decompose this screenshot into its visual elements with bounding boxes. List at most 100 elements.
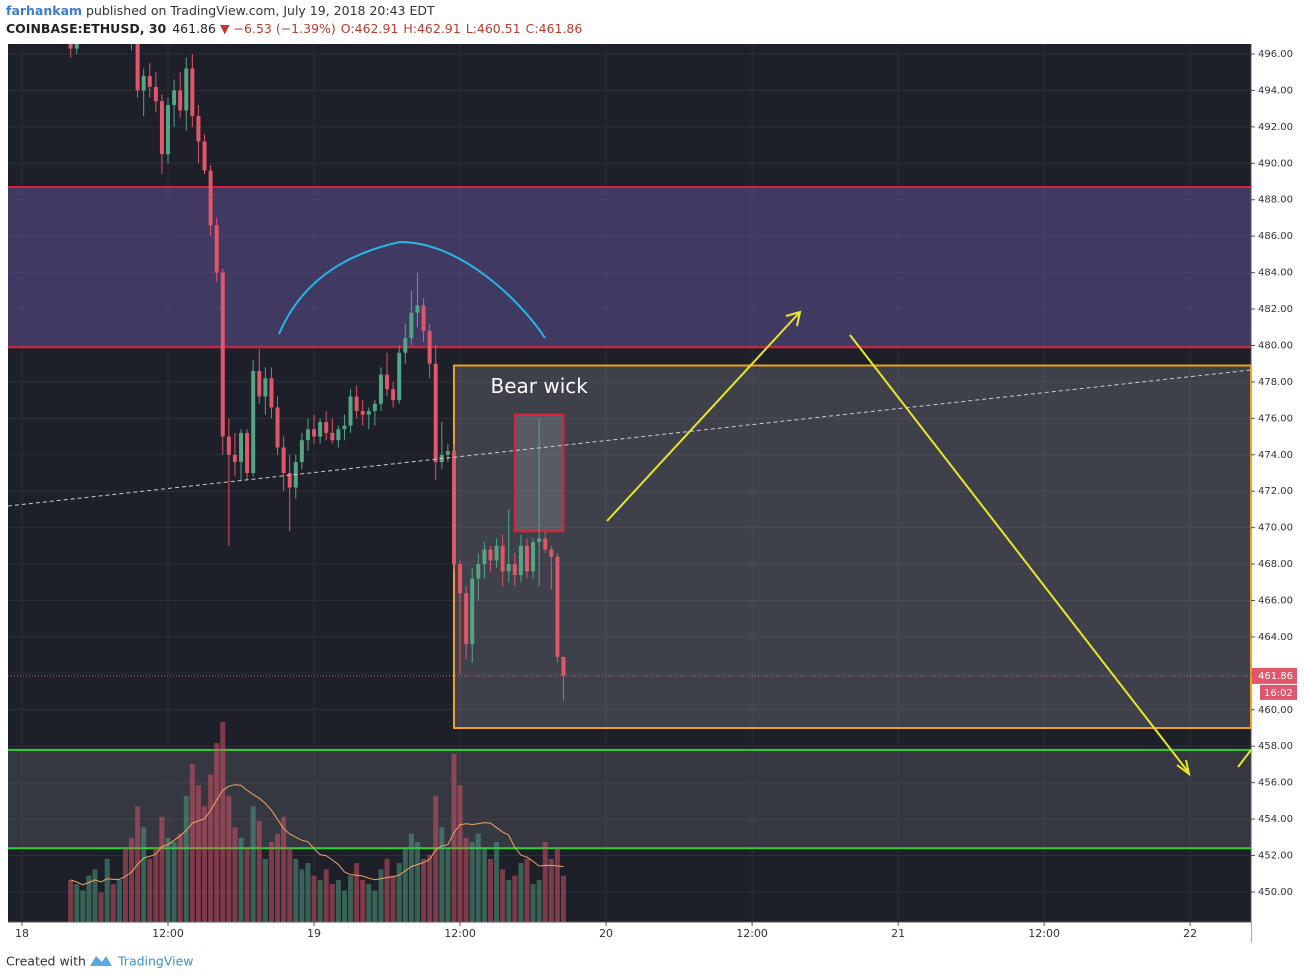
x-tick-label: 12:00 [736, 927, 768, 940]
volume-bar [518, 863, 524, 922]
candle-body [318, 421, 323, 437]
symbol: COINBASE:ETHUSD, 30 [6, 21, 167, 36]
candle-body [74, 44, 79, 49]
y-tick-label: 468.00 [1258, 559, 1293, 570]
y-tick-label: 490.00 [1258, 158, 1293, 169]
volume-bar [110, 884, 116, 922]
volume-bar [494, 842, 500, 922]
volume-bar [402, 848, 408, 922]
candle-body [427, 330, 432, 364]
y-tick-label: 474.00 [1258, 450, 1293, 461]
candle-body [251, 370, 256, 473]
volume-bar [475, 833, 481, 922]
volume-bar [445, 848, 451, 922]
candle-body [543, 538, 548, 550]
volume-bar [348, 875, 354, 922]
candle-body [312, 429, 317, 437]
author[interactable]: farhankam [6, 3, 82, 18]
countdown-label: 16:02 [1264, 688, 1293, 699]
candle-body [451, 451, 456, 565]
candle-body [348, 396, 353, 426]
arrow [1237, 749, 1251, 768]
volume-bar [208, 774, 214, 922]
volume-bar [183, 795, 189, 922]
volume-bar [408, 833, 414, 922]
y-tick-label: 464.00 [1258, 632, 1293, 643]
volume-bar [262, 858, 268, 922]
candle-body [275, 407, 280, 448]
y-tick-label: 450.00 [1258, 887, 1293, 898]
footer-brand[interactable]: TradingView [117, 954, 194, 969]
volume-bar [414, 842, 420, 922]
candle-body [141, 75, 146, 91]
candle-body [500, 545, 505, 572]
candle-body [239, 432, 244, 463]
price-axis [1251, 44, 1304, 943]
logo [90, 956, 112, 966]
volume-bar [250, 806, 256, 922]
volume-bar [189, 764, 195, 922]
published: published on TradingView.com, July 19, 2… [86, 3, 435, 18]
volume-bar [451, 753, 457, 922]
candle-body [476, 564, 481, 579]
volume-ma [70, 784, 564, 886]
volume-bar [372, 890, 378, 922]
candle-body [214, 225, 219, 273]
candle-body [524, 545, 529, 572]
candle-body [366, 411, 371, 415]
volume-bar [512, 875, 518, 922]
candle-body [257, 370, 262, 397]
x-tick-label: 20 [599, 927, 613, 940]
volume-bar [268, 842, 274, 922]
candle-body [336, 429, 341, 441]
volume-bar [104, 858, 110, 922]
candle-body [561, 656, 566, 676]
ohlc: H:462.91 [403, 21, 460, 36]
y-tick-label: 454.00 [1258, 814, 1293, 825]
candle-body [464, 593, 469, 645]
volume-bar [323, 869, 329, 922]
candle-body [470, 578, 475, 645]
y-tick-label: 452.00 [1258, 851, 1293, 862]
candle-body [263, 378, 268, 397]
volume-bar [68, 879, 74, 922]
candle-body [415, 305, 420, 313]
header-line: farhankam published on TradingView.com, J… [6, 3, 435, 18]
change: ▼ −6.53 (−1.39%) [220, 21, 336, 36]
resistance-zone [8, 186, 1251, 348]
y-tick-label: 472.00 [1258, 486, 1293, 497]
candle-body [184, 68, 189, 111]
arrow [606, 312, 800, 522]
candle-body [269, 378, 274, 408]
volume-bar [147, 858, 153, 922]
candle-body [433, 363, 438, 463]
drawings [8, 240, 1251, 777]
volume-bar [542, 842, 548, 922]
volume-bar [129, 837, 135, 922]
x-tick-label: 12:00 [444, 927, 476, 940]
candle-body [330, 432, 335, 441]
ohlc: C:461.86 [526, 21, 583, 36]
volume-bar [554, 848, 560, 922]
countdown-box [1260, 684, 1297, 700]
arrow-head [785, 310, 802, 327]
y-tick-label: 470.00 [1258, 523, 1293, 534]
volume-bar [360, 879, 366, 922]
volume-bar [80, 890, 86, 922]
y-tick-label: 492.00 [1258, 122, 1293, 133]
candle-body [324, 421, 329, 433]
volume-bar [226, 795, 232, 922]
volume-bar [421, 858, 427, 922]
volume-bar [171, 842, 177, 922]
bear-wick-label: Bear wick [490, 374, 588, 398]
candle-body [232, 454, 237, 463]
volume-bar [153, 848, 159, 922]
candle-body [531, 542, 536, 572]
arc [278, 240, 546, 339]
candle-body [512, 564, 517, 575]
volume-bar [159, 816, 165, 922]
volume-bar [122, 848, 128, 922]
volume-bar [299, 869, 305, 922]
y-tick-label: 480.00 [1258, 340, 1293, 351]
volume-bar [463, 837, 469, 922]
